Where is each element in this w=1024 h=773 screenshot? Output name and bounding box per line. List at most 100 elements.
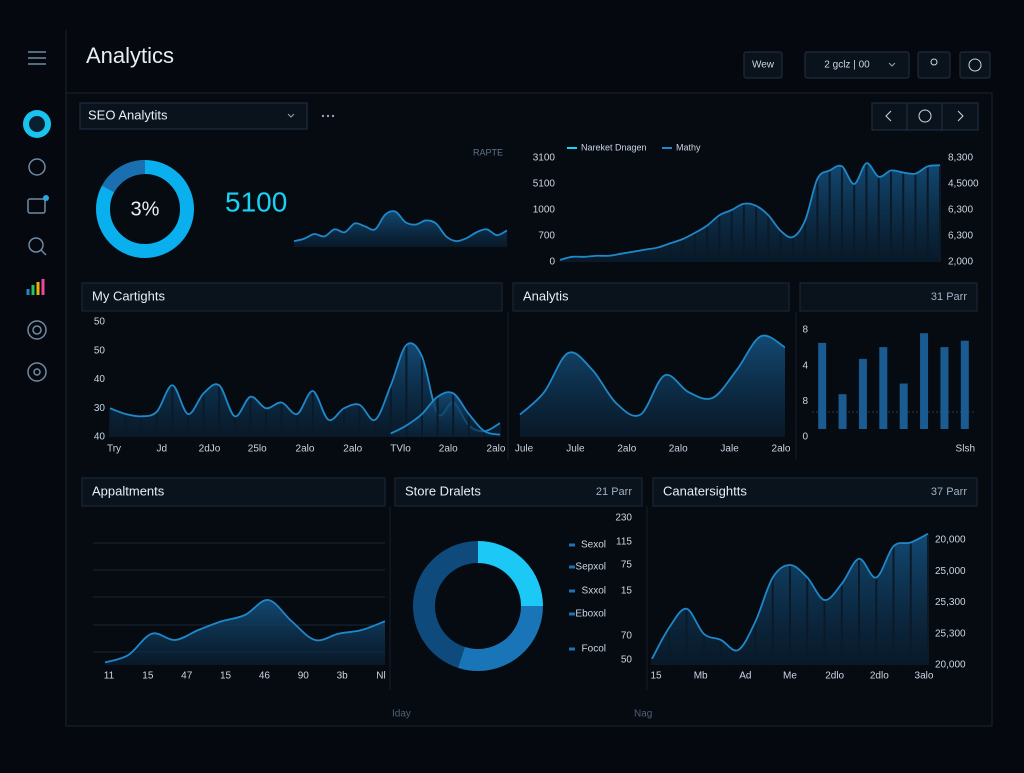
- panel-header: [652, 477, 978, 507]
- x-label: Jule: [515, 444, 534, 455]
- x-label: 15: [142, 671, 154, 682]
- date-select[interactable]: [804, 51, 910, 79]
- donut-segment: [477, 541, 543, 607]
- axis-label: 25,000: [935, 566, 966, 577]
- area: [110, 343, 500, 437]
- axis-label: 700: [538, 231, 555, 242]
- kpi-label: 3%: [131, 198, 160, 220]
- axis-label: 2,000: [948, 257, 973, 268]
- x-label: 25lo: [248, 444, 267, 455]
- x-label: 2alo: [487, 444, 506, 455]
- axis-label: 4,5000: [948, 179, 979, 190]
- axis-label: 0: [549, 257, 555, 268]
- globe-icon[interactable]: [28, 158, 46, 176]
- axis-label: 30: [94, 403, 106, 414]
- legend-number: 50: [621, 655, 633, 666]
- line: [519, 334, 786, 417]
- panel-subtitle: 21 Parr: [596, 486, 632, 498]
- x-label: 2dJo: [199, 444, 221, 455]
- more-button[interactable]: [321, 114, 335, 118]
- axis-label: 1000: [533, 205, 556, 216]
- panel-title: Canatersightts: [663, 483, 747, 498]
- panel-title: Store Dralets: [405, 483, 481, 498]
- legend-label: Focol: [582, 644, 606, 655]
- x-label: TVlo: [390, 444, 411, 455]
- bar: [920, 333, 929, 429]
- x-label: 2alo: [772, 444, 791, 455]
- dropdown[interactable]: [79, 102, 308, 130]
- axis-label: 40: [94, 374, 106, 385]
- x-label: 15: [650, 671, 662, 682]
- x-label: 2alo: [617, 444, 636, 455]
- kpi-value: 5100: [225, 186, 287, 217]
- button[interactable]: [743, 51, 783, 79]
- footer-label: Iday: [392, 709, 411, 720]
- x-label: Jd: [156, 444, 167, 455]
- x-label: Slsh: [956, 444, 975, 455]
- x-label: Ad: [739, 671, 751, 682]
- next-button[interactable]: [957, 110, 964, 122]
- axis-label: 5100: [533, 179, 556, 190]
- legend-swatch: [569, 543, 575, 547]
- area: [520, 335, 785, 437]
- legend-label: Sepxol: [575, 562, 606, 573]
- mail-icon[interactable]: [27, 198, 46, 214]
- bell-button[interactable]: [959, 51, 991, 79]
- x-label: 15: [220, 671, 232, 682]
- search-icon[interactable]: [28, 237, 44, 253]
- chart-icon[interactable]: [26, 279, 45, 295]
- panel-header: [394, 477, 643, 507]
- nav-group: [871, 102, 979, 131]
- x-label: 2alo: [439, 444, 458, 455]
- line: [293, 210, 508, 243]
- axis-label: 20,000: [935, 660, 966, 671]
- help-icon[interactable]: [27, 362, 47, 382]
- bar: [838, 394, 847, 429]
- panel-title: Analytis: [523, 288, 569, 303]
- button-label: Wew: [752, 60, 775, 71]
- x-label: 90: [298, 671, 310, 682]
- x-label: 2alo: [669, 444, 688, 455]
- bar: [879, 347, 888, 429]
- x-label: 3b: [337, 671, 349, 682]
- legend-label: Eboxol: [575, 609, 606, 620]
- panel-title: My Cartights: [92, 288, 165, 303]
- x-label: Me: [783, 671, 797, 682]
- x-label: 46: [259, 671, 271, 682]
- axis-label: 8,300: [948, 153, 973, 164]
- x-label: Jale: [720, 444, 739, 455]
- user-icon: [930, 58, 938, 66]
- area: [390, 392, 500, 437]
- panel-header: [512, 282, 790, 312]
- kpi-note: RAPTE: [473, 147, 503, 157]
- axis-label: 50: [94, 317, 106, 328]
- line: [651, 532, 929, 660]
- bar: [818, 342, 827, 429]
- dropdown-label: SEO Analytits: [88, 107, 168, 122]
- area: [105, 599, 385, 665]
- x-label: 11: [104, 671, 115, 682]
- x-label: 2dlo: [870, 671, 889, 682]
- panel-title: Appaltments: [92, 483, 165, 498]
- refresh-button[interactable]: [918, 109, 932, 123]
- legend-label: Sxxol: [582, 586, 606, 597]
- footer-label: Nag: [634, 709, 652, 720]
- line: [559, 162, 941, 261]
- legend-label: Sexol: [581, 540, 606, 551]
- settings-icon[interactable]: [27, 320, 47, 340]
- legend-swatch: [569, 647, 575, 651]
- prev-button[interactable]: [885, 110, 892, 122]
- line: [104, 599, 386, 664]
- donut-segment: [413, 541, 479, 668]
- axis-label: 4: [802, 360, 808, 371]
- sidebar: [23, 51, 51, 382]
- bar: [940, 347, 949, 429]
- bell-icon: [968, 58, 982, 72]
- x-label: 2dlo: [825, 671, 844, 682]
- axis-label: 8: [802, 396, 808, 407]
- panel-header: [81, 282, 503, 312]
- legend-number: 70: [621, 631, 633, 642]
- bar: [960, 340, 969, 429]
